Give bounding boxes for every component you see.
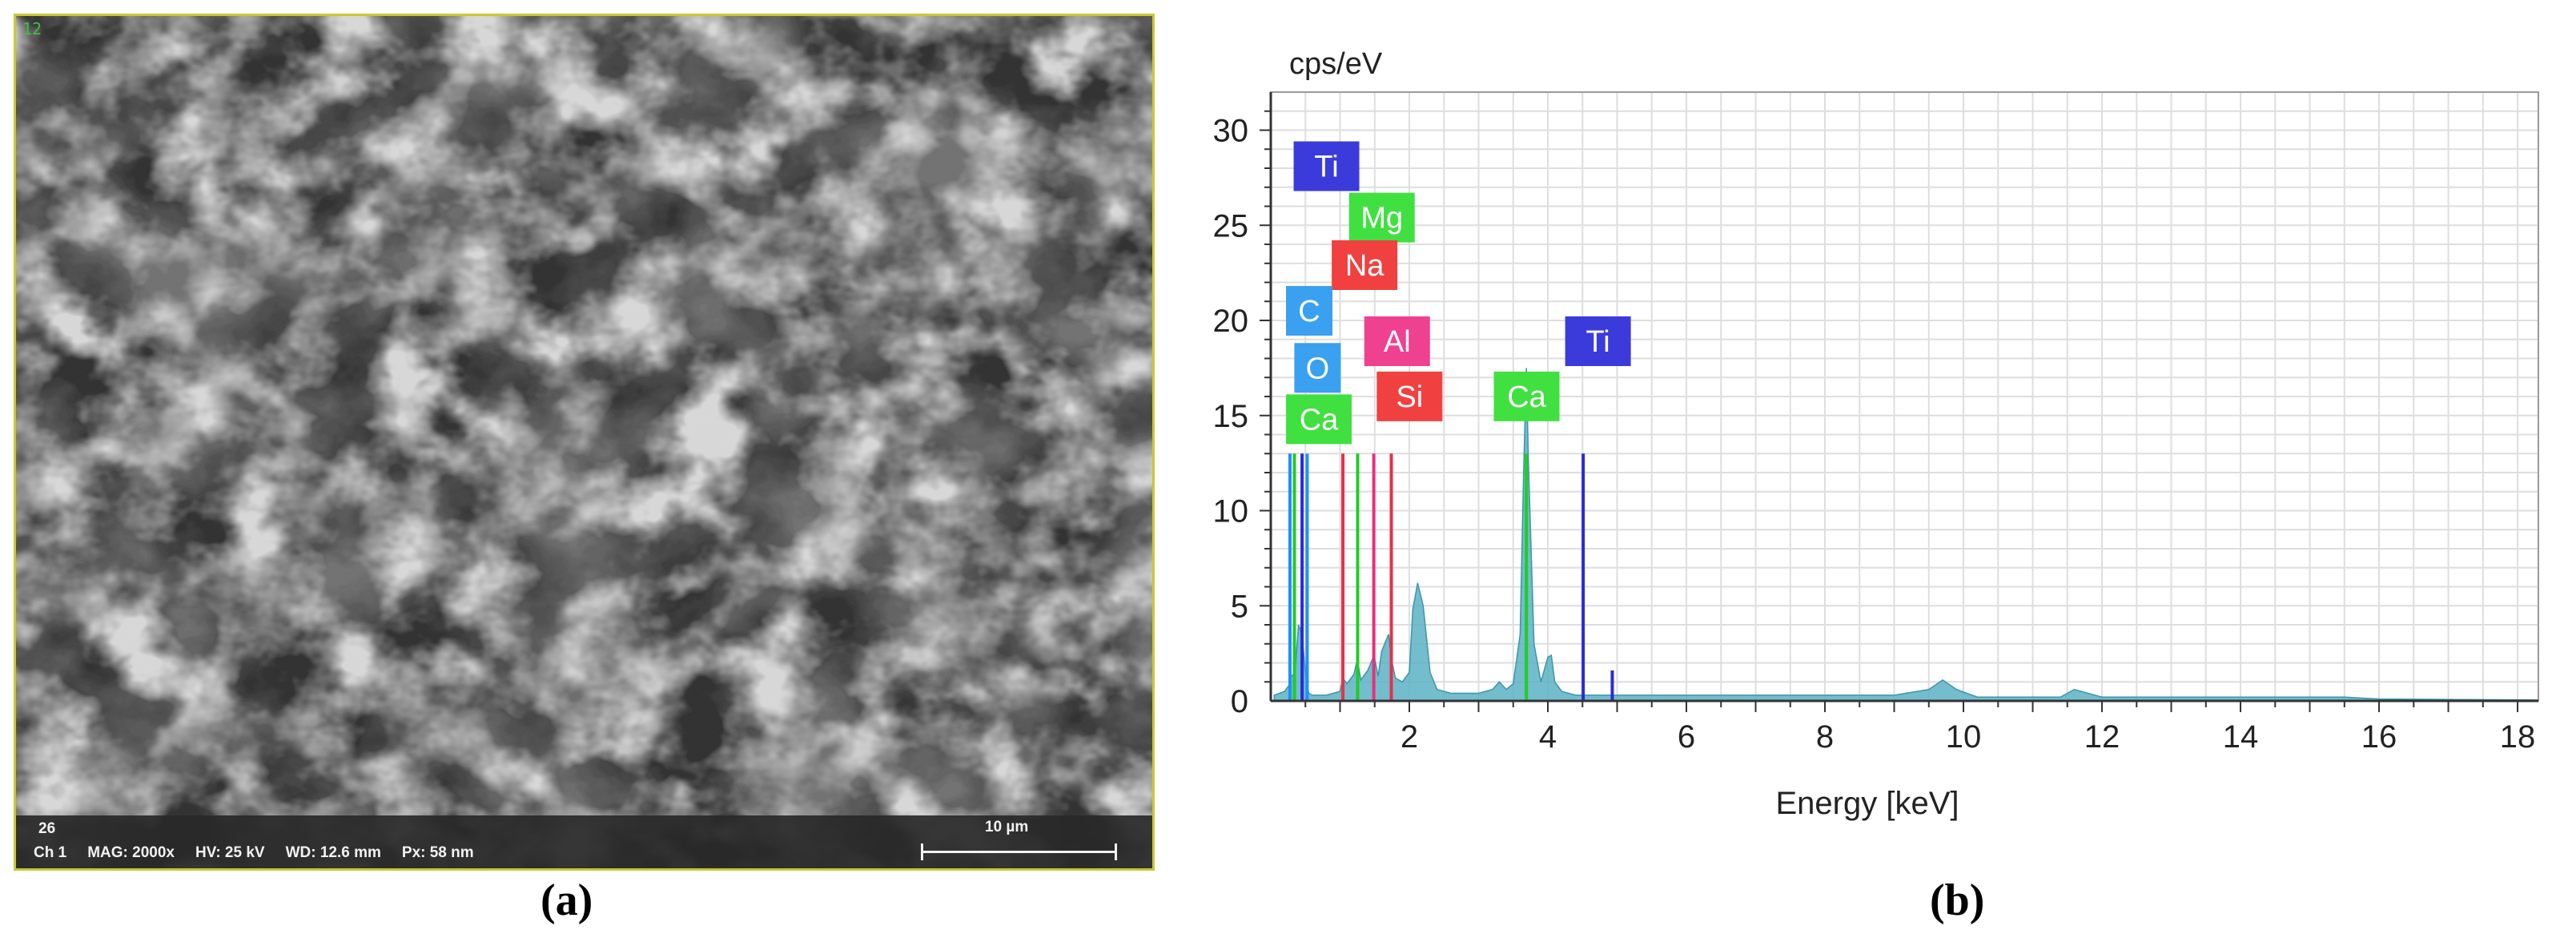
sem-channel: Ch 1 [34,844,67,861]
element-label-text: Ca [1300,403,1339,437]
x-tick-label: 12 [2084,719,2120,755]
panel-label-a: (a) [541,876,593,925]
element-label-o: O [1294,343,1341,393]
element-label-si: Si [1376,371,1443,421]
element-label-text: Si [1396,380,1423,414]
element-label-text: O [1306,352,1330,385]
y-tick-label: 25 [1213,208,1249,244]
sem-info-line2: Ch 1 MAG: 2000x HV: 25 kV WD: 12.6 mm Px: 58… [34,844,495,862]
element-label-box [1286,394,1352,445]
element-label-text: Na [1345,249,1384,283]
element-labels: Ti Mg Na C Al Ti O Si Ca Ca [1286,141,1631,445]
element-label-box [1293,141,1360,191]
sem-info-line1: 26 [38,820,56,837]
panel-label-b: (b) [1930,876,1985,925]
sem-pixel-size: Px: 58 nm [401,844,474,861]
sem-high-voltage: HV: 25 kV [195,844,265,861]
y-tick-label: 10 [1213,494,1249,529]
element-label-al: Al [1364,316,1430,366]
grid [1271,92,2538,701]
element-label-ti: Ti [1565,316,1631,366]
x-tick-label: 16 [2361,719,2397,755]
x-tick-label: 6 [1678,719,1695,755]
element-label-box [1376,371,1443,421]
element-label-text: Ti [1586,325,1610,359]
y-axis-label: cps/eV [1289,47,1383,81]
x-tick-label: 14 [2223,719,2259,755]
x-axis-label: Energy [keV] [1775,786,1959,821]
element-label-ca: Ca [1286,394,1352,445]
element-label-ca: Ca [1493,371,1560,421]
axes: 2 4 6 8 10 12 14 16 18 0 5 10 15 20 25 30 [1213,91,2539,755]
y-tick-label: 0 [1231,684,1248,719]
y-tick-label: 20 [1213,304,1249,339]
element-label-ti: Ti [1293,141,1360,191]
element-label-box [1294,343,1341,393]
sem-micrograph: 12 26 Ch 1 MAG: 2000x HV: 25 kV WD: 12.6 mm… [14,14,1155,871]
x-tick-label: 18 [2500,719,2536,755]
sem-info-bar: 26 Ch 1 MAG: 2000x HV: 25 kV WD: 12.6 mm Px:… [16,815,1152,868]
y-tick-label: 15 [1213,399,1249,434]
element-label-box [1348,192,1415,243]
element-label-box [1286,286,1333,336]
x-tick-label: 10 [1946,719,1982,755]
sem-working-distance: WD: 12.6 mm [285,844,381,861]
element-lines [1288,453,1614,701]
sem-frame-number: 12 [22,19,42,38]
scale-bar [921,843,1117,860]
element-label-box [1364,316,1430,366]
element-label-text: Al [1384,325,1411,359]
x-tick-label: 4 [1539,719,1557,755]
y-tick-label: 30 [1213,114,1249,149]
eds-spectrum-chart: Ti Mg Na C Al Ti O Si Ca Ca 2 4 6 8 10 12 14 16 18 0 5 10 15 2… [1185,0,2576,881]
element-label-text: Ti [1314,151,1338,184]
element-label-box [1565,316,1631,366]
element-label-text: Mg [1360,202,1403,236]
scale-bar-label: 10 µm [985,819,1029,835]
element-label-na: Na [1332,240,1398,290]
sem-magnification: MAG: 2000x [87,844,175,861]
x-tick-label: 8 [1816,719,1834,755]
element-label-text: Ca [1507,380,1546,414]
element-label-text: C [1298,295,1320,328]
element-label-c: C [1286,286,1333,336]
element-label-mg: Mg [1348,192,1415,243]
y-tick-label: 5 [1231,589,1248,624]
element-label-box [1493,371,1560,421]
sem-texture [16,16,1152,868]
x-tick-label: 2 [1401,719,1418,755]
element-label-box [1332,240,1398,290]
